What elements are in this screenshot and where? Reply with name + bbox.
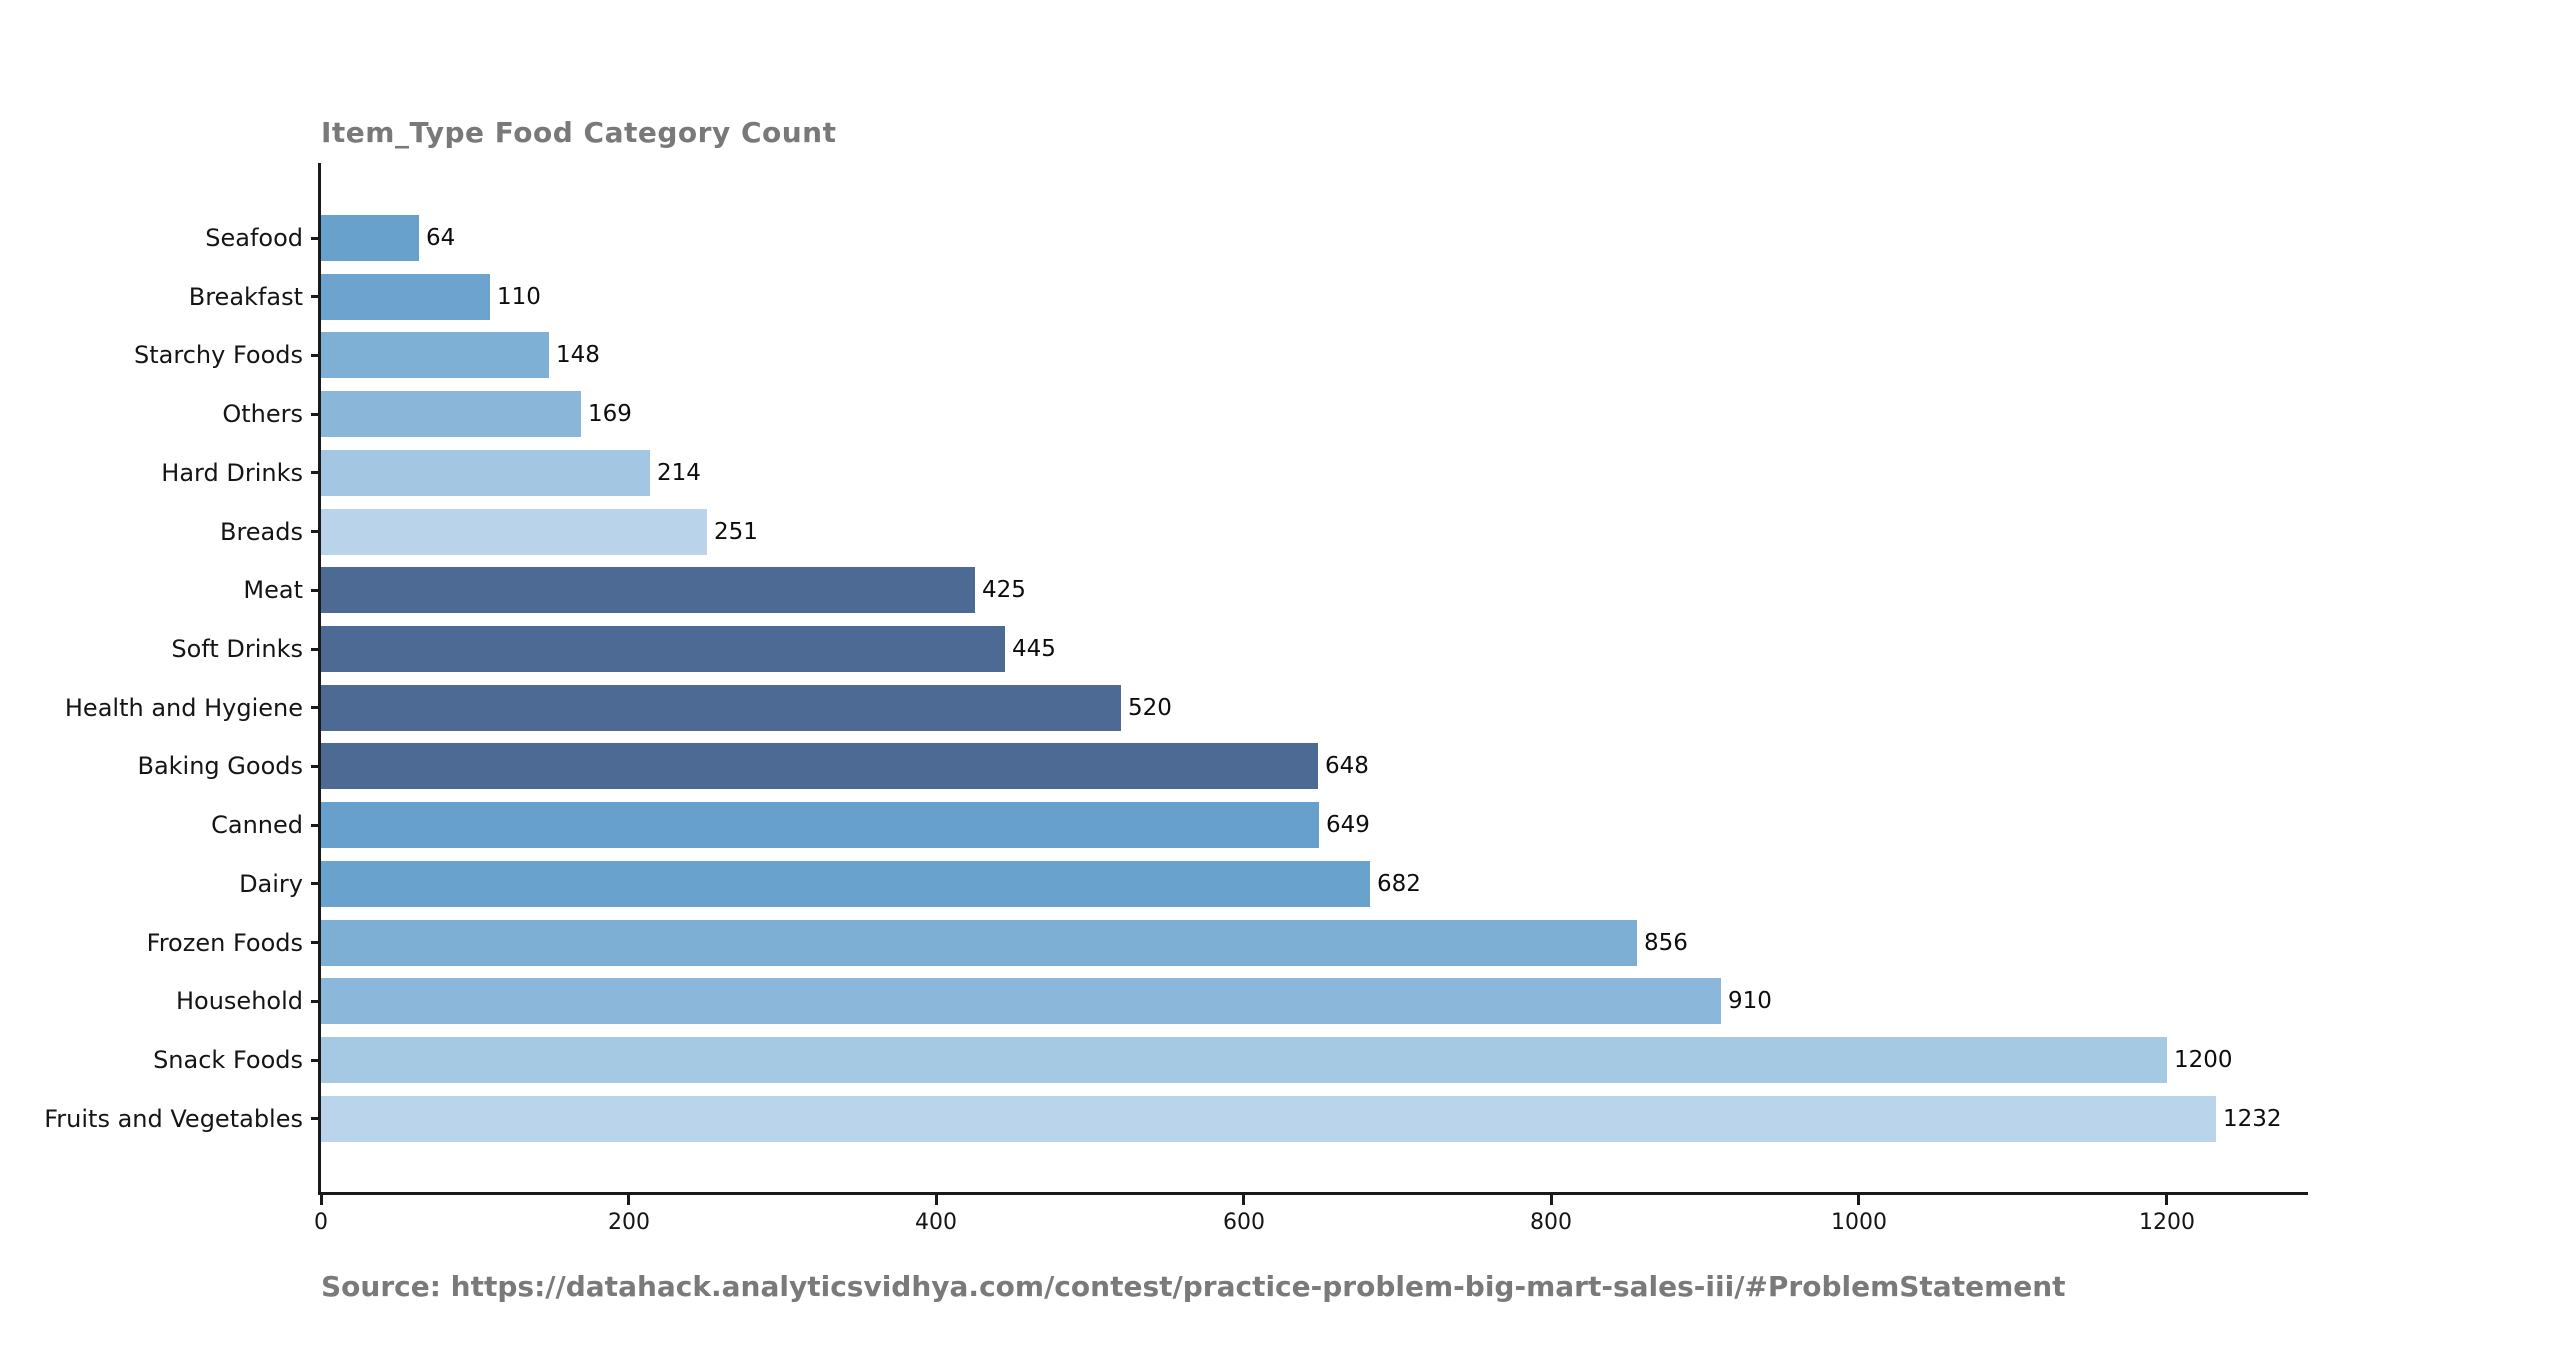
bar-value-label: 856	[1644, 930, 1688, 956]
bar-snack-foods	[321, 1037, 2167, 1083]
bar-value-label: 169	[588, 401, 632, 427]
bar-hard-drinks	[321, 450, 650, 496]
y-tick-mark	[311, 589, 320, 592]
y-tick-label: Canned	[211, 811, 303, 839]
y-tick-label: Frozen Foods	[146, 929, 303, 957]
y-tick-label: Others	[222, 400, 303, 428]
bar-value-label: 110	[497, 284, 541, 310]
y-tick-mark	[311, 413, 320, 416]
bar-value-label: 214	[657, 460, 701, 486]
x-tick-mark	[1857, 1195, 1860, 1205]
bar-value-label: 445	[1012, 636, 1056, 662]
x-tick-mark	[1550, 1195, 1553, 1205]
bar-value-label: 64	[426, 225, 456, 251]
y-tick-label: Snack Foods	[153, 1046, 303, 1074]
bar-starchy-foods	[321, 332, 549, 378]
bar-breakfast	[321, 274, 490, 320]
y-tick-label: Seafood	[205, 224, 303, 252]
bar-value-label: 682	[1377, 871, 1421, 897]
bar-meat	[321, 567, 975, 613]
bar-soft-drinks	[321, 626, 1005, 672]
bar-canned	[321, 802, 1319, 848]
y-tick-mark	[311, 237, 320, 240]
source-note: Source: https://datahack.analyticsvidhya…	[321, 1270, 2066, 1303]
y-tick-mark	[311, 471, 320, 474]
bar-value-label: 148	[556, 342, 600, 368]
bar-dairy	[321, 861, 1370, 907]
y-tick-mark	[311, 354, 320, 357]
x-tick-mark	[2165, 1195, 2168, 1205]
bar-value-label: 910	[1728, 988, 1772, 1014]
y-tick-label: Dairy	[239, 870, 303, 898]
y-tick-label: Health and Hygiene	[64, 694, 303, 722]
bar-baking-goods	[321, 743, 1318, 789]
y-tick-label: Breakfast	[188, 283, 303, 311]
bar-health-and-hygiene	[321, 685, 1121, 731]
x-tick-label: 0	[314, 1210, 328, 1235]
bar-frozen-foods	[321, 920, 1637, 966]
x-tick-label: 400	[915, 1210, 957, 1235]
bar-fruits-and-vegetables	[321, 1096, 2216, 1142]
y-tick-mark	[311, 295, 320, 298]
x-tick-label: 200	[608, 1210, 650, 1235]
bar-value-label: 520	[1128, 695, 1172, 721]
x-tick-label: 800	[1530, 1210, 1572, 1235]
bar-breads	[321, 509, 707, 555]
x-tick-mark	[935, 1195, 938, 1205]
bar-seafood	[321, 215, 419, 261]
y-tick-label: Baking Goods	[137, 752, 303, 780]
y-tick-label: Meat	[243, 576, 303, 604]
x-tick-label: 600	[1223, 1210, 1265, 1235]
y-tick-mark	[311, 1000, 320, 1003]
y-tick-label: Hard Drinks	[161, 459, 303, 487]
x-axis-spine	[318, 1192, 2308, 1195]
bar-value-label: 1232	[2223, 1106, 2282, 1132]
bar-others	[321, 391, 581, 437]
y-tick-mark	[311, 882, 320, 885]
y-tick-mark	[311, 706, 320, 709]
x-tick-mark	[627, 1195, 630, 1205]
y-tick-label: Breads	[219, 518, 303, 546]
bar-value-label: 251	[714, 519, 758, 545]
y-tick-label: Fruits and Vegetables	[44, 1105, 303, 1133]
y-tick-label: Soft Drinks	[171, 635, 303, 663]
bar-value-label: 425	[982, 577, 1026, 603]
x-tick-label: 1000	[1831, 1210, 1887, 1235]
y-tick-mark	[311, 765, 320, 768]
bar-value-label: 649	[1326, 812, 1370, 838]
y-tick-label: Household	[175, 987, 303, 1015]
x-tick-mark	[1242, 1195, 1245, 1205]
x-tick-mark	[320, 1195, 323, 1205]
y-tick-label: Starchy Foods	[134, 341, 303, 369]
y-tick-mark	[311, 824, 320, 827]
y-tick-mark	[311, 648, 320, 651]
y-tick-mark	[311, 1059, 320, 1062]
bar-household	[321, 978, 1721, 1024]
y-axis-spine	[318, 163, 321, 1195]
chart-title: Item_Type Food Category Count	[321, 116, 837, 149]
bar-value-label: 648	[1325, 753, 1369, 779]
y-tick-mark	[311, 941, 320, 944]
y-tick-mark	[311, 530, 320, 533]
y-tick-mark	[311, 1117, 320, 1120]
bar-value-label: 1200	[2174, 1047, 2233, 1073]
x-tick-label: 1200	[2139, 1210, 2195, 1235]
